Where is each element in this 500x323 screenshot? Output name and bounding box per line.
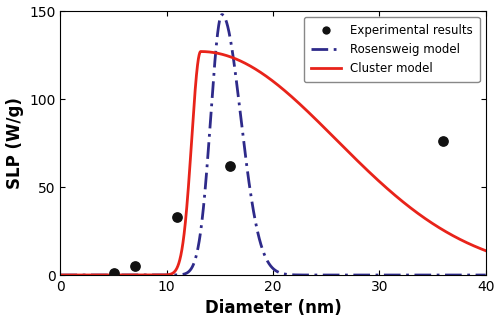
Rosensweig model xyxy=(219,13,225,16)
Line: Cluster model: Cluster model xyxy=(60,52,486,275)
Experimental results xyxy=(439,139,447,144)
Y-axis label: SLP (W/g): SLP (W/g) xyxy=(6,97,24,189)
Rosensweig model xyxy=(240,130,246,134)
Rosensweig model xyxy=(366,273,372,277)
Experimental results xyxy=(226,163,234,169)
Cluster model xyxy=(482,249,488,253)
Rosensweig model xyxy=(58,273,64,277)
Rosensweig model xyxy=(236,102,242,106)
Legend: Experimental results, Rosensweig model, Cluster model: Experimental results, Rosensweig model, … xyxy=(304,17,480,82)
Rosensweig model xyxy=(260,248,266,252)
Cluster model xyxy=(260,72,266,76)
Rosensweig model xyxy=(448,273,454,277)
Rosensweig model xyxy=(482,273,488,277)
Rosensweig model xyxy=(470,273,476,277)
Experimental results xyxy=(174,214,182,220)
Line: Rosensweig model: Rosensweig model xyxy=(60,15,486,275)
X-axis label: Diameter (nm): Diameter (nm) xyxy=(204,299,342,318)
Experimental results xyxy=(131,264,139,269)
Cluster model xyxy=(236,58,242,62)
Cluster model xyxy=(58,273,64,277)
Cluster model xyxy=(240,60,246,64)
Experimental results xyxy=(110,271,118,276)
Cluster model xyxy=(448,233,454,237)
Cluster model xyxy=(470,244,476,247)
Cluster model xyxy=(198,50,203,54)
Cluster model xyxy=(366,170,372,174)
